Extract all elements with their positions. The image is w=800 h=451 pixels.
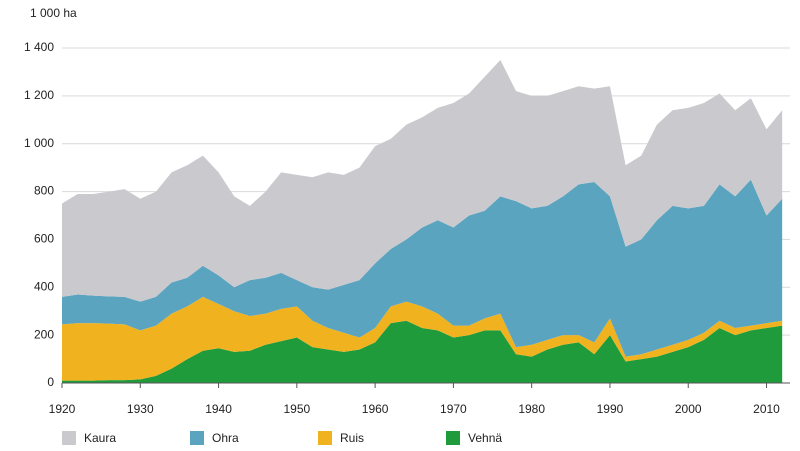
x-tick-label: 1970 [440, 402, 467, 416]
legend-swatch [190, 431, 204, 445]
x-tick-label: 1930 [127, 402, 154, 416]
x-tick-label: 2010 [753, 402, 780, 416]
y-tick-label: 1 000 [24, 136, 54, 150]
y-tick-label: 800 [34, 184, 54, 198]
area [62, 320, 783, 383]
legend-label: Ruis [340, 431, 364, 445]
legend-swatch [62, 431, 76, 445]
area [62, 179, 783, 357]
legend-label: Ohra [212, 431, 239, 445]
x-tick-label: 1940 [205, 402, 232, 416]
y-tick-label: 200 [34, 327, 54, 341]
legend-label: Vehnä [468, 431, 502, 445]
y-tick-label: 0 [47, 375, 54, 389]
x-tick-label: 1960 [362, 402, 389, 416]
y-axis-label: 1 000 ha [30, 6, 77, 20]
area [62, 296, 783, 381]
y-tick-label: 1 400 [24, 40, 54, 54]
x-tick-label: 1980 [518, 402, 545, 416]
legend-swatch [446, 431, 460, 445]
x-tick-label: 1990 [597, 402, 624, 416]
y-tick-label: 1 200 [24, 88, 54, 102]
area [62, 59, 783, 302]
legend-swatch [318, 431, 332, 445]
legend-label: Kaura [84, 431, 116, 445]
x-tick-label: 1950 [283, 402, 310, 416]
y-tick-label: 600 [34, 232, 54, 246]
x-tick-label: 2000 [675, 402, 702, 416]
x-tick-label: 1920 [49, 402, 76, 416]
y-tick-label: 400 [34, 279, 54, 293]
